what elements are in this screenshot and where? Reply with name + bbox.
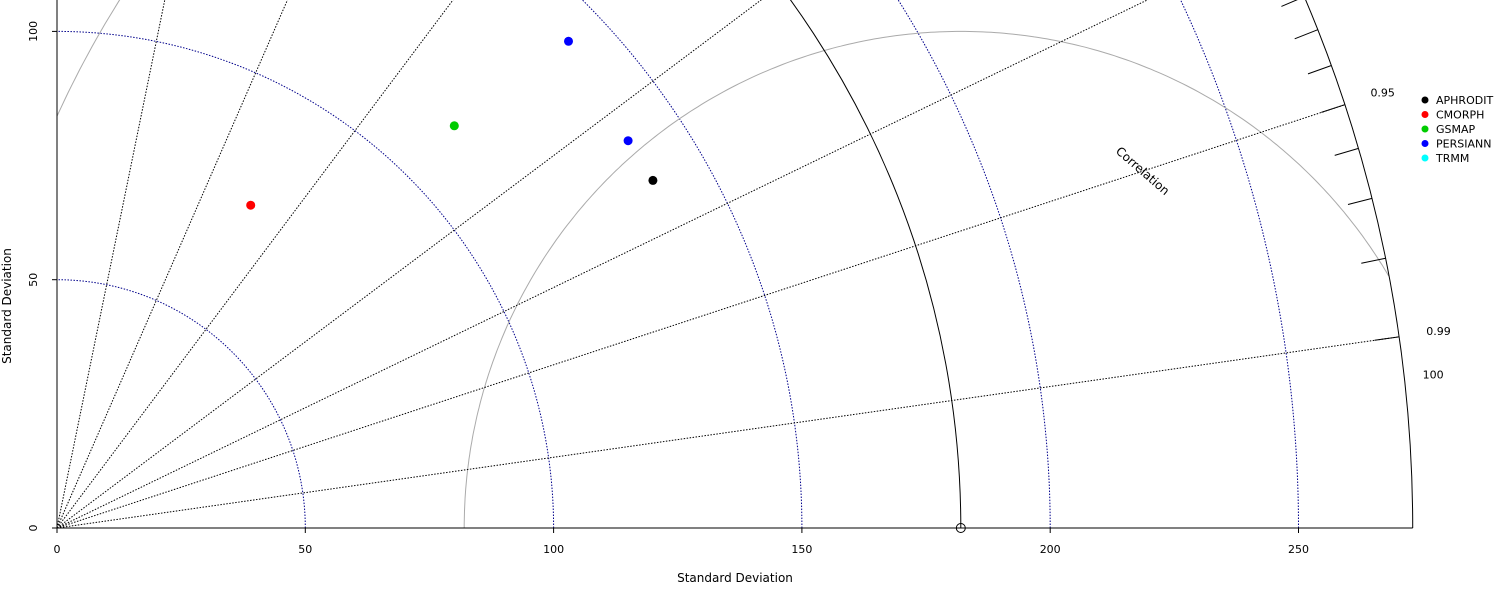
correlation-tick [1361, 257, 1386, 264]
correlation-tick [1294, 29, 1318, 40]
x-tick-label: 50 [298, 543, 312, 556]
legend-label: CMORPH [1436, 109, 1484, 122]
correlation-tick [1347, 197, 1373, 205]
sd-arc [56, 30, 555, 529]
sd-arc [56, 279, 306, 529]
correlation-tick [1321, 104, 1346, 113]
data-point-persiann [623, 136, 633, 146]
x-tick-label: 200 [1040, 543, 1061, 556]
y-tick-label: 0 [27, 525, 40, 532]
data-point-persiann [564, 36, 573, 46]
correlation-ray [56, 0, 166, 529]
y-tick-label: 50 [27, 273, 40, 287]
x-tick-label: 150 [791, 543, 812, 556]
sd-arc [897, 0, 1051, 529]
legend-label: GSMAP [1436, 123, 1476, 136]
x-tick-label: 0 [54, 543, 61, 556]
reference-point [955, 523, 966, 533]
rms-arc [56, 0, 121, 117]
correlation-ray [56, 0, 288, 529]
correlation-label: 0.99 [1426, 325, 1451, 338]
legend-marker [1421, 111, 1429, 118]
correlation-axis-title: Correlation [1113, 144, 1172, 198]
correlation-tick [1374, 336, 1400, 341]
rms-arc [463, 30, 1390, 528]
legend-label: PERSIANN [1436, 138, 1491, 151]
data-point-cmorph [246, 200, 256, 210]
correlation-ray [56, 104, 1346, 529]
frame-layer [52, 0, 1414, 533]
grid-layer [56, 0, 1400, 529]
correlation-tick [1334, 147, 1359, 156]
x-tick-label: 250 [1288, 543, 1309, 556]
data-point-gsmap [449, 121, 459, 131]
correlation-tick [1281, 0, 1298, 7]
sd-arc [581, 0, 803, 529]
outer-arc [1305, 0, 1414, 529]
x-tick-label: 100 [543, 543, 564, 556]
labels-layer: 1002000.10.20.30.40.50.60.70.80.90.950.9… [27, 21, 1451, 556]
legend-label: TRMM [1435, 152, 1469, 165]
rms-label: 100 [1423, 369, 1444, 382]
legend-marker [1421, 125, 1429, 133]
legend-marker [1421, 154, 1429, 162]
x-axis-title: Standard Deviation [677, 571, 793, 585]
correlation-ray [56, 336, 1400, 529]
y-axis-title: Standard Deviation [0, 248, 14, 364]
points-layer [246, 36, 966, 533]
reference-arc [789, 0, 962, 529]
correlation-ray [56, 0, 1149, 529]
legend-marker [1421, 96, 1429, 104]
correlation-ray [56, 0, 762, 529]
y-tick-label: 100 [27, 21, 40, 42]
sd-arc [1180, 0, 1299, 529]
correlation-tick [1307, 65, 1332, 75]
correlation-label: 0.95 [1370, 86, 1395, 99]
correlation-ray [56, 0, 454, 529]
data-point-aphrodit [648, 175, 658, 185]
legend-label: APHRODIT [1436, 94, 1493, 107]
legend-marker [1421, 140, 1429, 147]
